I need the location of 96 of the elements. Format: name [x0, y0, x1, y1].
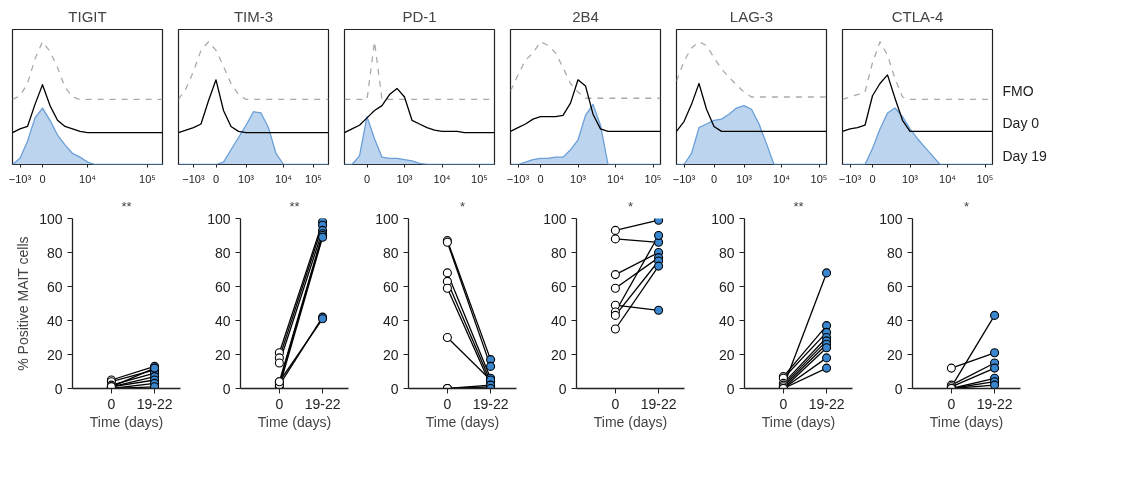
y-tick-label: 100: [39, 210, 63, 227]
text: **: [793, 198, 804, 214]
y-tick-label: 60: [550, 278, 567, 295]
y-tick-label: 20: [46, 346, 63, 363]
x-tick-label: 10⁵: [471, 172, 488, 185]
y-tick-label: 60: [46, 278, 63, 295]
text: *: [459, 198, 466, 214]
y-tick-label: 40: [46, 312, 63, 329]
y-tick-label: 20: [886, 346, 903, 363]
x-tick-label: 10³: [736, 172, 753, 185]
y-tick-label: 80: [886, 244, 903, 261]
y-tick-label: 60: [718, 278, 735, 295]
chart-title: LAG-3: [729, 7, 774, 25]
x-tick-label: 19-22: [808, 395, 845, 412]
y-tick-label: 100: [375, 210, 399, 227]
x-axis-title: Time (days): [761, 413, 836, 430]
y-tick-label: 80: [214, 244, 231, 261]
x-tick-label: 10⁴: [79, 172, 97, 185]
y-tick-label: 60: [382, 278, 399, 295]
y-tick-label: 0: [54, 380, 63, 397]
y-tick-label: 100: [711, 210, 735, 227]
y-tick-label: 100: [207, 210, 231, 227]
x-tick-label: 10⁴: [607, 172, 625, 185]
text: *: [627, 198, 634, 214]
x-tick-label: 10⁴: [433, 172, 451, 185]
chart-title: CTLA-4: [891, 7, 944, 25]
text: *: [963, 198, 970, 214]
y-tick-label: 80: [718, 244, 735, 261]
text: **: [289, 198, 300, 214]
y-tick-label: 20: [214, 346, 231, 363]
y-tick-label: 20: [718, 346, 735, 363]
chart-title: TIGIT: [68, 7, 107, 25]
x-tick-label: −10³: [838, 172, 862, 185]
x-tick-label: 0: [363, 172, 371, 185]
y-tick-label: 100: [543, 210, 567, 227]
x-tick-label: 10⁵: [644, 172, 662, 185]
x-tick-label: 0: [443, 395, 452, 412]
text: **: [121, 198, 132, 214]
y-tick-label: 0: [558, 380, 567, 397]
x-tick-label: 10⁴: [939, 172, 957, 185]
x-tick-label: −10³: [506, 172, 530, 185]
y-tick-label: 20: [550, 346, 567, 363]
chart-title: 2B4: [572, 7, 599, 25]
y-tick-label: 40: [886, 312, 903, 329]
x-tick-label: 10⁴: [275, 172, 293, 185]
y-tick-label: 0: [726, 380, 735, 397]
x-tick-label: 10⁵: [810, 172, 828, 185]
y-axis-title: % Positive MAIT cells: [15, 236, 32, 371]
series-label: FMO: [1002, 82, 1034, 99]
x-tick-label: 10⁵: [976, 172, 994, 185]
x-axis-title: Time (days): [257, 413, 332, 430]
y-tick-label: 80: [550, 244, 567, 261]
y-tick-label: 0: [222, 380, 231, 397]
y-tick-label: 60: [214, 278, 231, 295]
chart-title: PD-1: [402, 7, 437, 25]
y-tick-label: 60: [886, 278, 903, 295]
x-tick-label: −10³: [672, 172, 696, 185]
y-tick-label: 40: [718, 312, 735, 329]
x-tick-label: 0: [107, 395, 116, 412]
y-tick-label: 0: [390, 380, 399, 397]
y-tick-label: 40: [382, 312, 399, 329]
x-tick-label: 10⁵: [305, 172, 322, 185]
y-tick-label: 40: [550, 312, 567, 329]
x-tick-label: 0: [779, 395, 788, 412]
x-tick-label: 0: [537, 172, 544, 185]
x-tick-label: 19-22: [136, 395, 173, 412]
x-tick-label: 10³: [570, 172, 587, 185]
y-tick-label: 80: [382, 244, 399, 261]
x-axis-title: Time (days): [593, 413, 668, 430]
y-tick-label: 100: [879, 210, 903, 227]
x-tick-label: 0: [869, 172, 876, 185]
x-tick-label: 0: [710, 172, 718, 185]
x-tick-label: 19-22: [640, 395, 677, 412]
x-tick-label: 10³: [902, 172, 919, 185]
y-tick-label: 40: [214, 312, 231, 329]
x-tick-label: 0: [275, 395, 284, 412]
y-tick-label: 80: [46, 244, 63, 261]
x-tick-label: −10³: [8, 172, 32, 185]
x-axis-title: Time (days): [425, 413, 500, 430]
y-tick-label: 20: [382, 346, 399, 363]
x-tick-label: 0: [611, 395, 620, 412]
chart-title: TIM-3: [233, 7, 274, 25]
x-tick-label: 10⁵: [139, 172, 156, 185]
x-tick-label: 10³: [396, 172, 413, 185]
x-axis-title: Time (days): [929, 413, 1004, 430]
x-tick-label: 19-22: [304, 395, 341, 412]
x-tick-label: 19-22: [976, 395, 1013, 412]
x-tick-label: 10⁴: [773, 172, 791, 185]
x-axis-title: Time (days): [89, 413, 164, 430]
x-tick-label: −10³: [182, 172, 205, 185]
x-tick-label: 19-22: [472, 395, 509, 412]
x-tick-label: 0: [947, 395, 956, 412]
series-label: Day 0: [1002, 114, 1040, 131]
x-tick-label: 10³: [238, 172, 255, 185]
series-label: Day 19: [1002, 147, 1048, 164]
y-tick-label: 0: [894, 380, 903, 397]
